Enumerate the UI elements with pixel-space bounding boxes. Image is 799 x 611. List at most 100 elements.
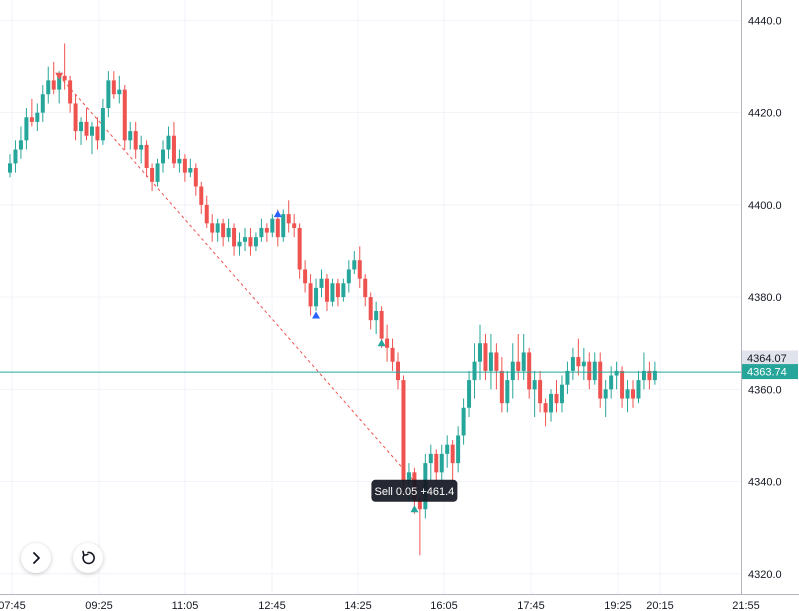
candle <box>155 158 160 187</box>
candle-body <box>237 241 242 247</box>
candle-body <box>647 370 652 381</box>
candle <box>570 347 575 381</box>
candle-body <box>62 75 67 81</box>
candle <box>210 214 215 242</box>
trade-tooltip: Sell 0.05 +461.4 <box>371 479 458 502</box>
candle <box>374 301 379 334</box>
candle-body <box>182 158 187 173</box>
candle-body <box>598 361 603 399</box>
candle-body <box>467 380 472 408</box>
candle <box>538 370 543 413</box>
candle <box>237 232 242 256</box>
x-tick-label: 19:25 <box>604 600 632 611</box>
candle <box>215 218 220 242</box>
candle-body <box>199 186 204 205</box>
grid <box>0 0 741 594</box>
x-axis: 07:45 09:25 11:05 12:45 14:25 16:05 17:45 19:25… <box>0 600 760 611</box>
candle-body <box>450 444 455 464</box>
candle-body <box>13 149 18 164</box>
x-tick-label: 14:25 <box>344 600 372 611</box>
candle <box>248 227 253 256</box>
candle-body <box>259 227 264 238</box>
candle-body <box>100 108 105 141</box>
candle-body <box>253 237 258 247</box>
candle <box>204 195 209 228</box>
scroll-right-button[interactable] <box>21 543 51 573</box>
candle <box>592 352 597 385</box>
candle-body <box>379 310 384 339</box>
candle-body <box>330 283 335 302</box>
tooltip-bg <box>371 479 458 502</box>
candle-body <box>73 103 78 132</box>
candle <box>603 380 608 417</box>
candle <box>40 85 45 122</box>
candle-body <box>570 357 575 371</box>
x-tick-label: 11:05 <box>172 600 199 611</box>
candle <box>499 357 504 413</box>
candle <box>259 218 264 242</box>
candle-body <box>527 352 532 390</box>
candle <box>18 126 23 159</box>
candle-body <box>221 223 226 238</box>
candle <box>79 117 84 145</box>
candle-body <box>171 135 176 164</box>
candle <box>587 352 592 390</box>
x-tick-label: 07:45 <box>0 600 26 611</box>
candle-body <box>636 380 641 399</box>
candle <box>232 223 237 256</box>
buy-marker <box>377 339 386 347</box>
candle-body <box>434 453 439 473</box>
candle-body <box>631 389 636 399</box>
candle-body <box>24 117 29 141</box>
candle <box>620 366 625 408</box>
candle <box>193 163 198 196</box>
candle <box>133 121 138 159</box>
candle-body <box>505 380 510 404</box>
candle <box>396 352 401 390</box>
candle <box>631 380 636 408</box>
candle-body <box>592 361 597 381</box>
candle-body <box>625 389 630 399</box>
trade-markers <box>55 72 419 513</box>
candle <box>68 75 73 113</box>
current-price-label-bg <box>742 364 798 380</box>
candle <box>341 278 346 302</box>
candle-body <box>133 131 138 150</box>
candle <box>308 274 313 316</box>
candle-body <box>516 361 521 371</box>
candle <box>95 117 100 150</box>
candle-body <box>324 278 329 302</box>
candle-body <box>385 338 390 348</box>
candle-body <box>166 135 171 150</box>
candle-body <box>281 214 286 238</box>
candle-body <box>286 214 291 224</box>
candle-body <box>242 237 247 242</box>
y-tick-label: 4340.0 <box>748 477 782 489</box>
candle-body <box>445 444 450 454</box>
candle <box>417 495 422 556</box>
candle-body <box>368 297 373 321</box>
candle <box>352 251 357 275</box>
candle <box>117 75 122 104</box>
candle <box>319 269 324 298</box>
x-tick-label: 21:55 <box>732 600 760 611</box>
price-label: 4364.07 <box>747 353 787 365</box>
y-tick-label: 4320.0 <box>748 569 782 581</box>
candle <box>314 278 319 311</box>
reset-chart-button[interactable] <box>73 543 103 573</box>
candle <box>73 94 78 141</box>
candle-body <box>106 80 111 109</box>
candle-body <box>139 144 144 150</box>
candle-body <box>439 453 444 473</box>
candle <box>456 426 461 473</box>
candle-body <box>549 393 554 413</box>
buy-marker <box>273 210 282 218</box>
candle <box>128 121 133 150</box>
candle-body <box>620 370 625 399</box>
candle-body <box>396 361 401 381</box>
candle-body <box>456 435 461 464</box>
candle <box>330 278 335 307</box>
candle <box>171 121 176 168</box>
candle <box>565 361 570 394</box>
